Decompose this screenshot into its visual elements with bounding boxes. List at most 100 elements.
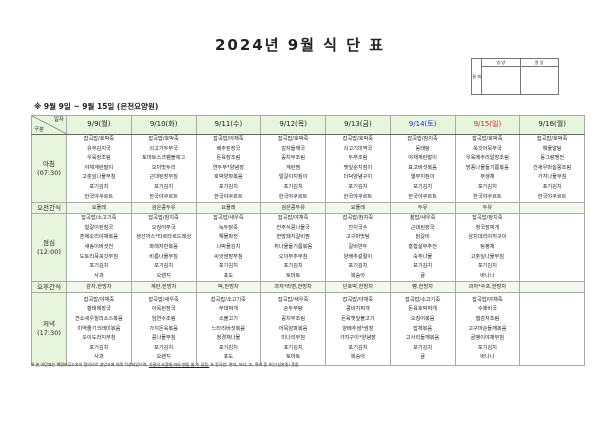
menu-item: 근대된장무침 (149, 174, 178, 181)
menu-item: 포기김치 (154, 183, 174, 190)
menu-item: 잡곡밥/소고기죽 (405, 296, 441, 303)
menu-item: 숙주나물 (413, 253, 433, 260)
menu-item: 포기김치 (218, 263, 238, 270)
menu-item: 청경채나물 (216, 335, 241, 342)
approval-sign-2 (519, 66, 559, 95)
menu-item: 감자들깨국 (281, 145, 306, 152)
menu-cell (519, 202, 585, 215)
menu-cell: 잡곡밥/새우죽 녹두닭죽 해물파전 나박물김치 씨앗쌈장무침 포기김치 포도 (195, 213, 262, 283)
menu-item: 잡곡밥/소고기죽 (210, 296, 246, 303)
menu-item: 포기김치 (283, 263, 303, 270)
menu-item: 오이맛두리 (151, 164, 176, 171)
menu-item: 가지나물무침 (537, 174, 567, 181)
menu-cell: 떡,한방차 (195, 281, 262, 294)
menu-item: 잡곡밥/야채죽 (342, 296, 374, 303)
menu-item: 잡곡밥/호박죽 (277, 136, 309, 142)
meal-name: 점심 (43, 238, 55, 247)
menu-cell: 과자*수프,한방차 (454, 281, 521, 294)
day-header: 9/15(일) (454, 115, 521, 135)
menu-item: 녹두닭죽 (218, 224, 238, 231)
menu-cell (519, 213, 585, 283)
day-header: 9/14(토) (389, 115, 456, 135)
meal-row-lunch: 점심 (12:00) 잡곡밥/소고기죽 얼갈이된장국 훈제오리야채볶음 새송이버섯전 도토리… (31, 213, 585, 283)
menu-item: 복숭아 (350, 354, 366, 361)
menu-item: 햄감자조림 (475, 315, 500, 322)
diagonal-line (32, 116, 66, 134)
menu-item: 야채계란말이 (408, 155, 437, 162)
footnote-text-2: 기관의 사정에 따라 변동 될 수 있음. (148, 362, 210, 367)
meal-row-dinner: 저녁 (17:30) 잡곡밥/야채죽 황태해장국 깐쇼새우칠리소스볶음 미역줄기크래미볶음… (31, 292, 585, 367)
menu-cell: 잡곡밥/야채죽 콩비지찌개 돈육깻잎불고기 양배추쌈*쌈장 가지구이*양념장 포기김치 복숭… (325, 292, 391, 367)
menu-item: 포기김치 (283, 344, 303, 351)
menu-item: 한국야쿠르트 (473, 193, 502, 200)
menu-item: 잡곡밥/호박죽 (536, 136, 568, 142)
menu-item: 포기김치 (413, 263, 433, 270)
menu-item: 포기김치 (413, 344, 433, 351)
menu-item: 한국야쿠르트 (278, 193, 308, 200)
menu-item: 연두부*양념장 (212, 164, 244, 171)
menu-item: 건새우마늘쫑조림 (533, 164, 572, 171)
menu-item: 느타리버섯볶음 (211, 325, 246, 332)
menu-item: 잡곡밥/참치죽 (148, 215, 179, 222)
menu-item: 가지구이*양념장 (339, 335, 376, 342)
week-subtitle: ※ 9월 9일 ~ 9월 15일 (은천요양원) (34, 102, 159, 111)
menu-item: 깻잎순지짐이 (343, 164, 373, 171)
menu-cell: 잡곡밥/호박죽 해물알탕 동그랑땡전 건새우마늘쫑조림 가지나물무침 포기김치 한국야쿠르트 (519, 133, 585, 204)
menu-item: 깐쇼새우칠리소스볶음 (75, 315, 123, 322)
menu-item: 포기김치 (154, 344, 174, 351)
menu-item: 잡곡밥/호박죽 (342, 136, 374, 142)
menu-item: 포기김치 (477, 183, 497, 190)
menu-cell: 계란,한방차 (130, 281, 197, 294)
meal-time: (17:30) (37, 329, 61, 338)
corner-header: 일자 구분 (31, 115, 67, 135)
menu-cell: 감자,한방차 (66, 281, 132, 294)
menu-item: 귤 (420, 272, 426, 279)
menu-item: 잡곡밥/참치죽 (407, 136, 438, 142)
menu-cell: 잡곡밥/참치죽 오징어무국 생선까스*타르타르드레싱 파래자반볶음 비름나물무침 포기김치… (130, 213, 197, 283)
meal-name: 오후간식 (37, 283, 61, 292)
menu-cell: 검은콩두유 (260, 202, 326, 215)
menu-item: 해물파전 (218, 234, 238, 241)
day-header: 9/13(금) (325, 115, 391, 135)
menu-item: 소불고기 (218, 315, 238, 322)
corner-date-label: 일자 (53, 117, 64, 123)
menu-cell: 두유 (454, 202, 521, 215)
day-header: 9/16(월) (519, 115, 585, 135)
menu-cell: 잡곡밥/야채죽 전주식콩나물국 한방돼지갈비찜 취나물들기름볶음 오이부추무침 포기김치 토… (260, 213, 326, 283)
menu-item: 우육메추리알장조림 (465, 155, 509, 162)
menu-item: 잡곡밥/호박죽 (148, 136, 179, 142)
menu-item: 근대된장국 (410, 224, 435, 231)
menu-item: 고춧잎나물무침 (470, 253, 505, 260)
menu-item: 한국야쿠르트 (84, 193, 114, 200)
menu-item: 미나리무침 (281, 335, 306, 342)
menu-item: 얼갈이지짐이 (278, 174, 308, 181)
day-header: 9/9(월) (66, 115, 132, 135)
menu-item: 바나나 (480, 354, 495, 361)
menu-cell: 잡곡밥/참치죽 잔치국수 고구마맛탕 갈비만두 양배추겉절이 포기김치 복숭아 (325, 213, 391, 283)
menu-item: 잡곡밥/야채죽 (472, 296, 503, 303)
menu-item: 쑥갓어묵무국 (473, 145, 502, 152)
menu-item: 잡곡밥/새우죽 (148, 296, 179, 303)
approval-side-label: 결 재 (471, 58, 482, 95)
menu-item: 갈비만두 (348, 243, 368, 250)
meal-row-am_snack: 오전간식 요플레 검은콩두유 요플레 검은콩두유 요플레 두유 두유 (31, 202, 585, 215)
menu-item: 양배추쌈*쌈장 (342, 325, 374, 332)
menu-item: 잡곡밥/호박죽 (83, 136, 115, 142)
menu-item: 돈육깻잎불고기 (341, 315, 375, 322)
menu-item: 복숭아 (350, 272, 366, 279)
menu-item: 오렌지 (156, 354, 171, 361)
menu-cell: 찰밥/새우죽 근대된장국 닭갈비 홍합살부추전 숙주나물 포기김치 귤 (389, 213, 456, 283)
menu-item: 양배추겉절이 (343, 253, 373, 260)
menu-item: 어묵양파볶음 (278, 325, 308, 332)
corner-category-label: 구분 (34, 127, 45, 133)
meal-row-pm_snack: 오후간식 감자,한방차 계란,한방차 떡,한방차 과자*라면,한방차 단호박,한방차 빵,한… (31, 281, 585, 294)
menu-item: 방풍나물들기름볶음 (465, 164, 509, 171)
menu-item: 포기김치 (154, 263, 174, 270)
footnote-text-3: ※ 잡곡밥: 현미, 보리, 조, 흑미 중 보는(성분중) 혼합 (209, 362, 299, 367)
day-header: 9/11(수) (195, 115, 262, 135)
menu-item: 오징어무국 (151, 224, 176, 231)
menu-item: 돈육호박찌개 (408, 306, 437, 313)
menu-cell: 검은콩두유 (130, 202, 197, 215)
menu-item: 우육장조림 (86, 155, 111, 162)
menu-item: 부대찌개 (218, 306, 238, 313)
